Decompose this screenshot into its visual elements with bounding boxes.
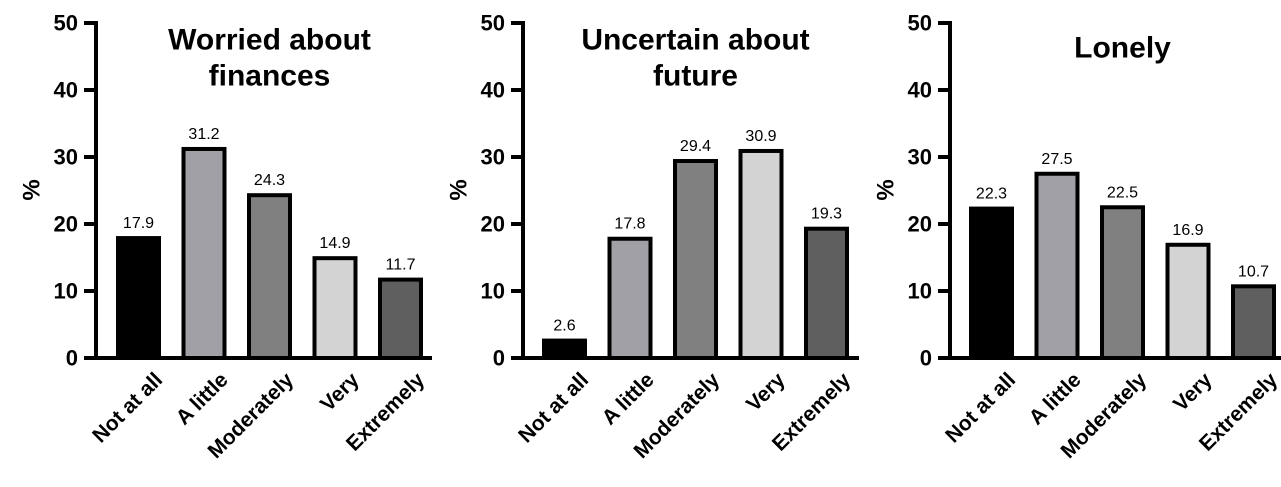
data-label: 19.3 bbox=[811, 206, 842, 223]
y-tick-label: 50 bbox=[481, 11, 505, 36]
bar bbox=[312, 256, 358, 361]
y-tick-label: 20 bbox=[908, 212, 932, 237]
bar bbox=[116, 236, 161, 361]
category-label: A little bbox=[172, 368, 233, 429]
data-label: 16.9 bbox=[1172, 222, 1203, 239]
bar bbox=[247, 193, 292, 360]
y-tick-label: 40 bbox=[54, 78, 78, 103]
bar bbox=[1100, 205, 1145, 360]
bar bbox=[1165, 242, 1211, 361]
y-tick-label: 30 bbox=[54, 145, 78, 170]
data-label: 24.3 bbox=[254, 172, 285, 189]
y-tick-label: 40 bbox=[481, 78, 505, 103]
category-label: Not at all bbox=[88, 368, 167, 447]
y-tick-label: 0 bbox=[493, 346, 505, 371]
y-tick-label: 30 bbox=[908, 145, 932, 170]
bar bbox=[1231, 284, 1276, 360]
data-label: 30.9 bbox=[745, 128, 776, 145]
bar bbox=[378, 277, 423, 360]
y-tick-label: 10 bbox=[54, 279, 78, 304]
y-tick-label: 40 bbox=[908, 78, 932, 103]
category-label: A little bbox=[1025, 368, 1086, 429]
data-label: 2.6 bbox=[553, 318, 575, 335]
chart-title: Lonely bbox=[1074, 32, 1171, 65]
y-tick-label: 20 bbox=[54, 212, 78, 237]
y-tick-label: 0 bbox=[920, 346, 932, 371]
data-label: 17.9 bbox=[123, 215, 154, 232]
bar bbox=[1034, 171, 1080, 360]
bar bbox=[607, 236, 653, 361]
chart-title: Uncertain about bbox=[581, 24, 809, 57]
y-tick-label: 20 bbox=[481, 212, 505, 237]
data-label: 10.7 bbox=[1238, 263, 1269, 280]
chart-title: Worried about bbox=[168, 24, 371, 57]
data-label: 22.5 bbox=[1107, 184, 1138, 201]
y-tick-label: 10 bbox=[481, 279, 505, 304]
y-axis-label: % bbox=[446, 179, 473, 200]
y-axis-label: % bbox=[873, 179, 900, 200]
y-axis-label: % bbox=[19, 179, 46, 200]
category-label: Not at all bbox=[941, 368, 1020, 447]
data-label: 29.4 bbox=[680, 138, 711, 155]
data-label: 11.7 bbox=[386, 257, 416, 274]
bar bbox=[542, 338, 587, 360]
data-label: 27.5 bbox=[1041, 151, 1072, 168]
category-label: Very bbox=[742, 368, 790, 416]
y-tick-label: 50 bbox=[908, 11, 932, 36]
chart-title: finances bbox=[209, 60, 331, 93]
category-label: Not at all bbox=[514, 368, 593, 447]
chart-title: future bbox=[653, 60, 738, 93]
data-label: 17.8 bbox=[614, 216, 645, 233]
bar bbox=[738, 148, 784, 360]
category-label: Very bbox=[1169, 368, 1217, 416]
bar bbox=[673, 159, 718, 360]
y-tick-label: 30 bbox=[481, 145, 505, 170]
bar bbox=[804, 226, 849, 360]
bar bbox=[181, 146, 227, 360]
y-tick-label: 50 bbox=[54, 11, 78, 36]
data-label: 31.2 bbox=[188, 126, 219, 143]
y-tick-label: 10 bbox=[908, 279, 932, 304]
category-label: Very bbox=[316, 368, 364, 416]
data-label: 22.3 bbox=[976, 186, 1007, 203]
y-tick-label: 0 bbox=[66, 346, 78, 371]
category-label: A little bbox=[598, 368, 659, 429]
data-label: 14.9 bbox=[319, 235, 350, 252]
bar bbox=[969, 206, 1014, 360]
